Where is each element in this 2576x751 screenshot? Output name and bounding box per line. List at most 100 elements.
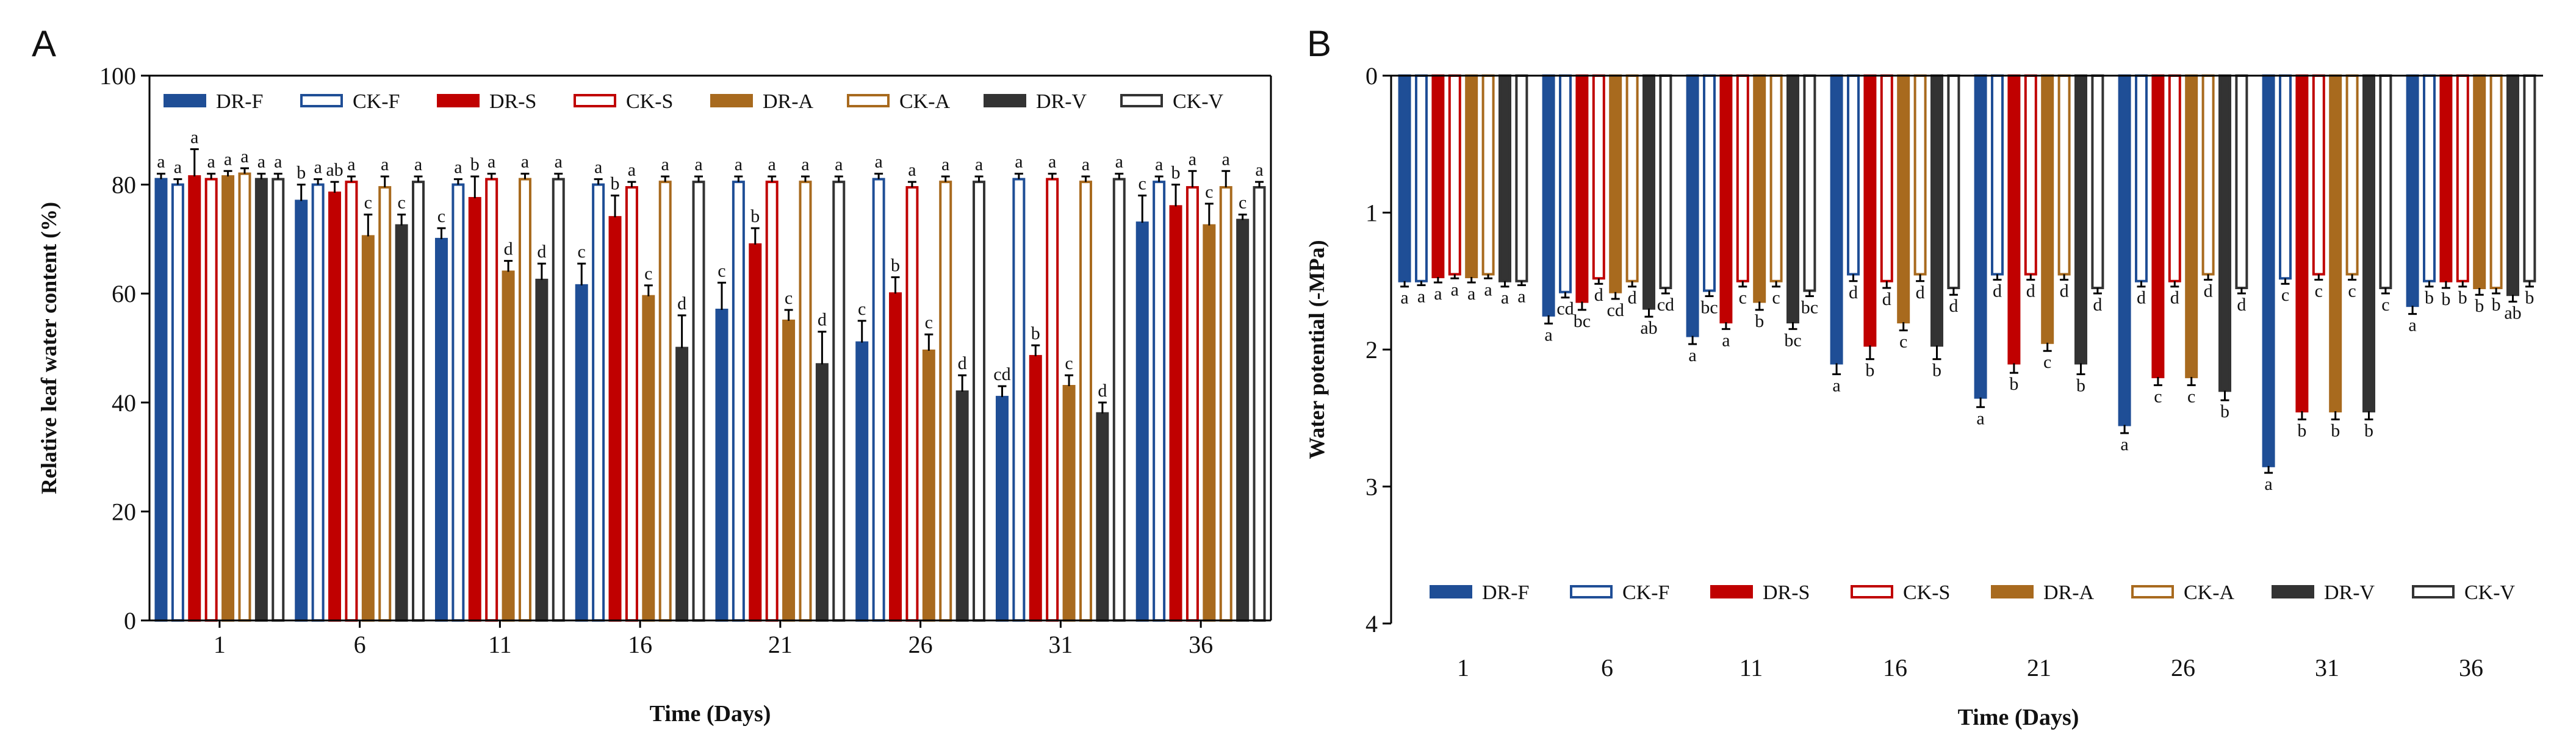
panel-a-sig-label: ab (326, 160, 343, 180)
panel-b-sig-label: a (1451, 279, 1459, 300)
panel-b-sig-label: bc (1574, 311, 1591, 331)
panel-a-sig-label: c (1239, 193, 1247, 213)
panel-a-bar-ck-f-day-21 (732, 181, 745, 622)
panel-b-legend-label-ck-a: CK-A (2184, 581, 2235, 604)
panel-b-bar-dr-v-day-1 (1498, 74, 1511, 282)
panel-a-sig-label: a (274, 152, 282, 172)
panel-b-bar-ck-s-day-26 (2168, 74, 2181, 282)
panel-a-sig-label: a (835, 154, 843, 174)
panel-a-bar-dr-v-day-11 (535, 278, 549, 622)
panel-b-legend-swatch-ck-s (1851, 585, 1893, 598)
panel-a-bar-dr-a-day-6 (361, 235, 375, 622)
panel-a-bar-ck-s-day-11 (485, 178, 498, 622)
panel-b-sig-label: cd (1657, 295, 1674, 315)
panel-b-legend-swatch-dr-s (1710, 585, 1753, 598)
panel-b-sig-label: c (2043, 352, 2051, 372)
panel-a-sig-label: c (1139, 173, 1146, 193)
panel-a-y-tick-label: 80 (112, 171, 136, 199)
panel-a-bar-ck-f-day-6 (311, 183, 325, 622)
panel-b-sig-label: a (1544, 325, 1552, 345)
panel-a-x-tick-label: 16 (628, 631, 652, 658)
panel-a-sig-label: a (207, 152, 215, 172)
panel-b-y-tick-label: 3 (1365, 473, 1378, 501)
panel-a-bar-dr-v-day-6 (395, 224, 408, 622)
panel-a-sig-label: a (347, 154, 355, 174)
panel-b-legend-label-ck-s: CK-S (1903, 581, 1950, 604)
panel-b-bar-dr-s-day-36 (2439, 74, 2453, 282)
panel-a-sig-label: a (240, 146, 248, 167)
panel-a-y-tick-label: 40 (112, 389, 136, 417)
panel-b-sig-label: b (1932, 361, 1941, 381)
panel-a-legend-swatch-ck-s (574, 94, 616, 107)
panel-b-x-tick-label: 26 (2171, 654, 2195, 681)
panel-a-legend-label-dr-s: DR-S (489, 90, 536, 113)
panel-a-sig-label: b (297, 163, 306, 183)
panel-b-sig-label: d (1949, 296, 1958, 316)
panel-b-sig-label: d (2026, 281, 2035, 301)
panel-b-bar-ck-v-day-21 (2091, 74, 2104, 289)
panel-a-legend-label-dr-v: DR-V (1036, 90, 1087, 113)
panel-a-bar-ck-s-day-31 (1046, 178, 1059, 622)
panel-b-bar-ck-f-day-31 (2279, 74, 2292, 280)
panel-a-bar-ck-f-day-1 (171, 183, 184, 622)
panel-b-sig-label: bc (1700, 297, 1718, 317)
panel-b-bar-ck-s-day-6 (1592, 74, 1605, 280)
panel-b-bar-dr-a-day-16 (1897, 74, 1910, 324)
panel-a-sig-label: c (1205, 182, 1213, 202)
panel-b-bar-dr-f-day-11 (1686, 74, 1699, 337)
panel-b-bar-ck-f-day-6 (1559, 74, 1572, 293)
panel-a-bar-ck-s-day-16 (625, 186, 638, 622)
panel-a-x-tick-label: 36 (1189, 631, 1213, 658)
panel-b-sig-label: a (1501, 288, 1509, 308)
panel-b-sig-label: d (1628, 288, 1637, 308)
panel-a-bar-ck-s-day-21 (765, 181, 779, 622)
panel-a-bar-ck-f-day-26 (872, 178, 885, 622)
panel-b-sig-label: b (2364, 420, 2373, 440)
panel-b-bar-ck-a-day-1 (1481, 74, 1495, 276)
panel-b-sig-label: c (1772, 288, 1780, 308)
panel-b-legend-label-dr-f: DR-F (1482, 581, 1529, 604)
panel-a-y-axis-label: Relative leaf water content (%) (37, 202, 61, 494)
panel-b-sig-label: bc (1784, 330, 1801, 350)
panel-b-bar-ck-v-day-36 (2523, 74, 2536, 282)
panel-a-sig-label: b (611, 173, 620, 193)
panel-a-bar-ck-v-day-6 (412, 181, 425, 622)
panel-b-y-tick-label: 2 (1365, 336, 1378, 364)
panel-b-y-tick-label: 1 (1365, 199, 1378, 227)
panel-b-bar-ck-a-day-21 (2057, 74, 2071, 276)
panel-b-sig-label: c (2187, 386, 2195, 406)
panel-b-sig-label: b (2492, 295, 2501, 315)
panel-b-bar-ck-v-day-11 (1803, 74, 1816, 292)
panel-b-bar-dr-f-day-36 (2406, 74, 2419, 307)
panel-b-bar-ck-s-day-31 (2312, 74, 2325, 276)
panel-b-legend-swatch-ck-f (1570, 585, 1613, 598)
panel-b-bar-dr-v-day-11 (1786, 74, 1799, 324)
panel-a-sig-label: a (314, 157, 322, 178)
panel-a-bar-dr-v-day-21 (815, 363, 829, 622)
panel-a-legend-label-ck-a: CK-A (899, 90, 951, 113)
panel-a-x-tick-label: 6 (354, 631, 366, 658)
panel-b-bar-dr-v-day-6 (1642, 74, 1655, 310)
panel-a-bar-ck-v-day-16 (692, 181, 705, 622)
panel-a-sig-label: b (470, 154, 480, 174)
panel-b-sig-label: d (1916, 282, 1925, 303)
panel-a-sig-label: a (487, 152, 495, 172)
panel-a-sig-label: a (555, 152, 563, 172)
panel-b-sig-label: ab (1640, 318, 1657, 338)
panel-a-x-tick-label: 1 (214, 631, 226, 658)
panel-b-sig-label: a (1722, 330, 1730, 350)
panel-b-bar-ck-a-day-16 (1913, 74, 1927, 276)
panel-b-bar-dr-a-day-1 (1465, 74, 1478, 279)
panel-b-sig-label: d (1882, 289, 1891, 309)
panel-b-bar-ck-a-day-11 (1769, 74, 1783, 282)
panel-b-bar-dr-f-day-6 (1542, 74, 1555, 317)
panel-b-sig-label: b (2009, 374, 2018, 394)
panel-b-x-tick-label: 31 (2315, 654, 2339, 681)
panel-a-bar-dr-v-day-16 (675, 347, 689, 622)
panel-b-sig-label: d (2093, 295, 2102, 315)
panel-b-sig-label: a (1484, 279, 1492, 300)
panel-b-sig-label: b (1755, 311, 1764, 331)
panel-a-sig-label: a (874, 152, 882, 172)
panel-b-bar-ck-f-day-16 (1847, 74, 1860, 276)
panel-b-bar-dr-s-day-21 (2007, 74, 2021, 365)
